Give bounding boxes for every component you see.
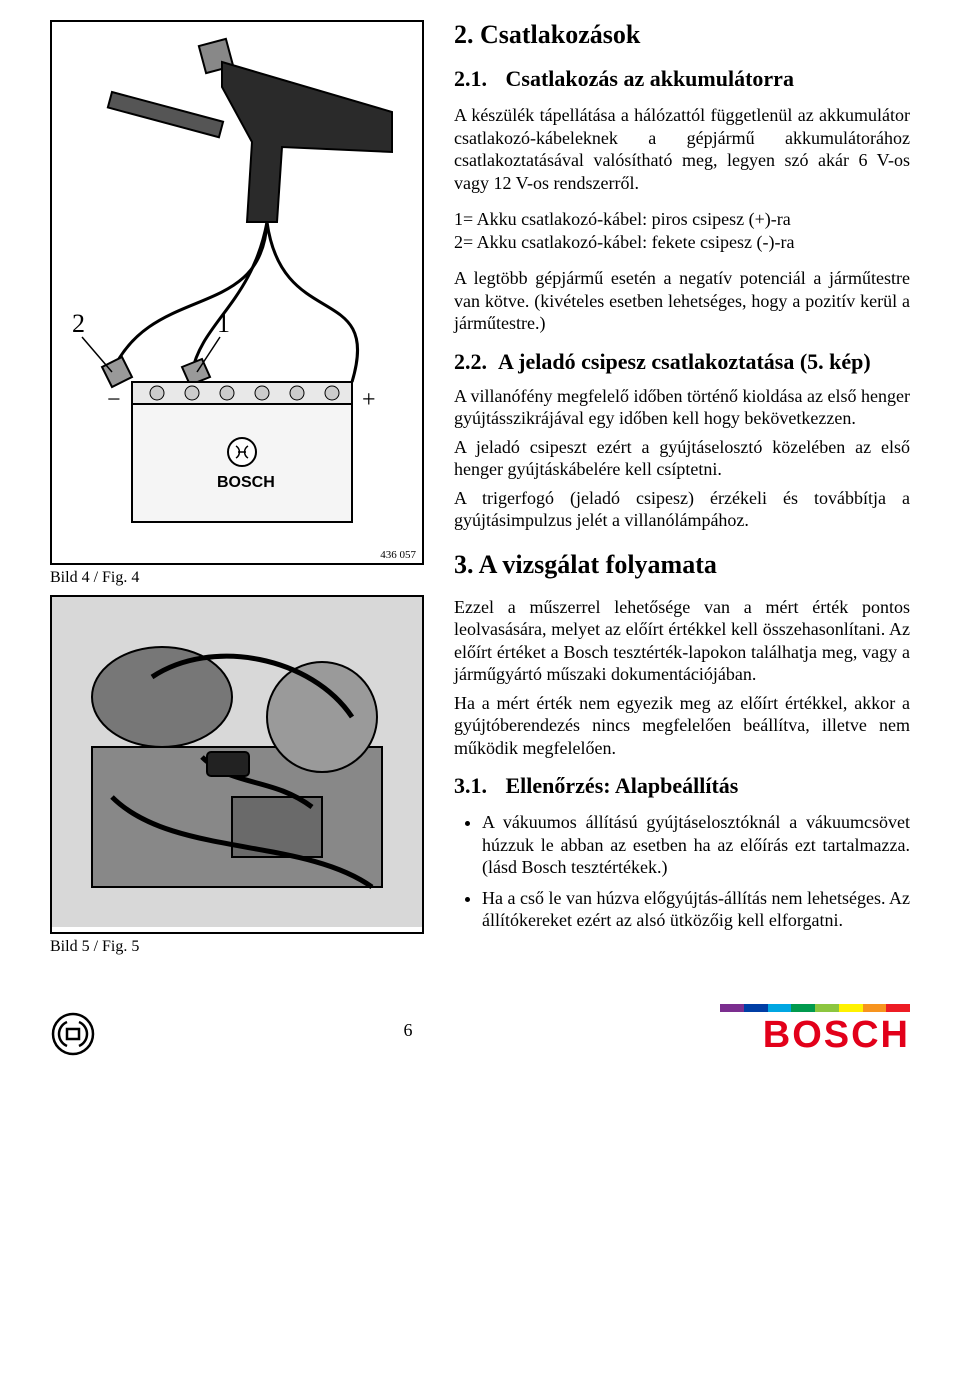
legend-line-1: 1= Akku csatlakozó-kábel: piros csipesz … [454,208,910,231]
figure-5-image [50,595,424,934]
figure-4: 2 1 − + [50,20,424,587]
figure-4-image: 2 1 − + [50,20,424,565]
para-3-a: Ezzel a műszerrel lehetősége van a mért … [454,596,910,686]
battery-brand-label: BOSCH [217,474,275,491]
legend-line-2: 2= Akku csatlakozó-kábel: fekete csipesz… [454,231,910,254]
heading-2-2-num: 2.2. [454,349,487,374]
page-body: 2 1 − + [50,20,910,964]
figure-5: Bild 5 / Fig. 5 [50,595,424,956]
para-3-b: Ha a mért érték nem egyezik meg az előír… [454,692,910,760]
para-2-2-b: A jeladó csipeszt ezért a gyújtáselosztó… [454,436,910,481]
para-2-1-note: A legtöbb gépjármű esetén a negatív pote… [454,267,910,335]
para-2-2-a: A villanófény megfelelő időben történő k… [454,385,910,430]
heading-3-1: 3.1. Ellenőrzés: Alapbeállítás [454,773,910,799]
bullet-list-3-1: A vákuumos állítású gyújtáselosztóknál a… [454,811,910,932]
para-2-1-intro: A készülék tápellátása a hálózattól függ… [454,104,910,194]
heading-3-1-text: Ellenőrzés: Alapbeállítás [506,773,739,798]
page-footer: 6 BOSCH [50,1004,910,1057]
para-2-2-c: A trigerfogó (jeladó csipesz) érzékeli é… [454,487,910,532]
heading-2: 2. Csatlakozások [454,20,910,50]
heading-2-2: 2.2. A jeladó csipesz csatlakoztatása (5… [454,349,910,375]
heading-2-1-num: 2.1. [454,66,500,92]
bullet-3-1-a: A vákuumos állítású gyújtáselosztóknál a… [482,811,910,879]
terminal-minus: − [107,387,121,413]
heading-3: 3. A vizsgálat folyamata [454,550,910,580]
callout-2: 2 [72,309,85,338]
footer-icon [50,1011,96,1057]
terminal-plus: + [362,387,376,413]
cable-legend: 1= Akku csatlakozó-kábel: piros csipesz … [454,208,910,253]
footer-brand: BOSCH [720,1004,910,1057]
page-number: 6 [404,1020,413,1041]
figures-column: 2 1 − + [50,20,424,964]
figure-4-caption: Bild 4 / Fig. 4 [50,569,424,587]
figure-5-caption: Bild 5 / Fig. 5 [50,938,424,956]
callout-1: 1 [217,309,230,338]
heading-2-2-text: A jeladó csipesz csatlakoztatása (5. kép… [498,349,871,374]
heading-2-1: 2.1. Csatlakozás az akkumulátorra [454,66,910,92]
figure-4-id: 436 057 [52,547,422,563]
brand-stripe [720,1004,910,1012]
heading-2-1-text: Csatlakozás az akkumulátorra [506,66,794,91]
bullet-3-1-b: Ha a cső le van húzva előgyújtás-állítás… [482,887,910,932]
brand-logo-text: BOSCH [720,1014,910,1057]
text-column: 2. Csatlakozások 2.1. Csatlakozás az akk… [454,20,910,964]
heading-3-1-num: 3.1. [454,773,500,799]
